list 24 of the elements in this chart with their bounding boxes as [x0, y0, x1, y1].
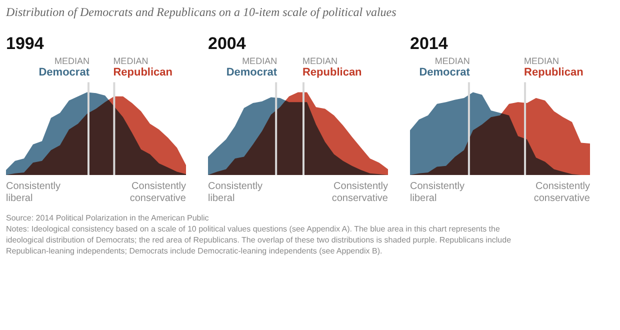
text: Distribution of Democrats and Republicans on a 10-item scale of political values — [5, 5, 397, 19]
text: Republican — [524, 66, 584, 78]
text: MEDIAN — [242, 56, 278, 66]
text: Consistently liberal — [410, 181, 464, 204]
series-label: Democrat — [226, 66, 278, 78]
chart-title: 2004 — [208, 34, 246, 53]
series-label: Democrat — [38, 66, 90, 78]
text: Consistently conservative — [130, 181, 186, 204]
series-label: Democrat — [419, 66, 470, 78]
series-label: Republican — [302, 66, 362, 78]
text: Consistently liberal — [208, 181, 262, 204]
series-label: Republican — [113, 66, 173, 78]
text: Consistently conservative — [332, 181, 388, 204]
source-note: Source: 2014 Political Polarization in the American Public — [6, 214, 209, 222]
text: MEDIAN — [524, 56, 560, 66]
text: MEDIAN — [434, 56, 470, 66]
chart-title: 1994 — [6, 34, 44, 53]
text: MEDIAN — [54, 56, 90, 66]
text: Notes: Ideological consistency based on a scale of 10 political values questions (see Appendix A). The blue area in this chart represents the ideological distribution of Democrats; the red area of Republicans. The overlap of these two distributions is shaded purple. Republicans include Republican-leaning independents; Democrats include Democratic-leaning independents (see Appendix B). — [6, 224, 512, 256]
text: MEDIAN — [113, 56, 148, 66]
text: Consistently conservative — [534, 181, 590, 204]
text: MEDIAN — [302, 56, 338, 66]
text: Consistently liberal — [6, 181, 60, 204]
chart-title: 2014 — [410, 34, 448, 53]
